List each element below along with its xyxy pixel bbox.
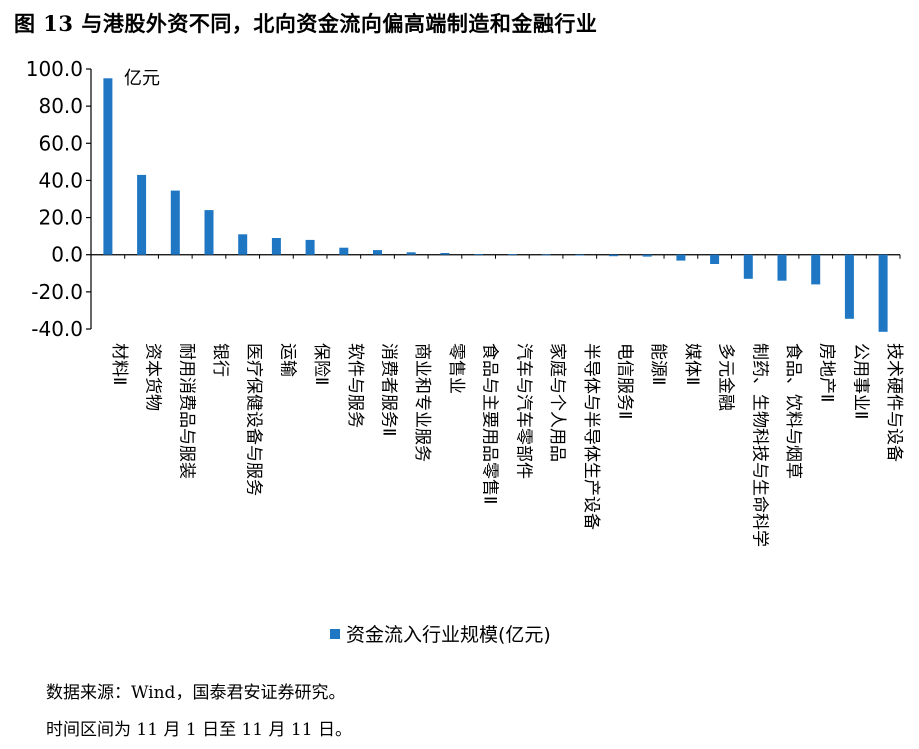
bars	[103, 78, 888, 332]
x-tick-label: 半导体与半导体生产设备	[581, 343, 601, 530]
bar	[305, 239, 315, 255]
bar	[204, 210, 214, 255]
bar	[844, 254, 854, 319]
x-tick-label: 运输	[277, 343, 297, 377]
bar	[777, 254, 787, 281]
x-tick-label: 汽车与汽车零部件	[513, 343, 533, 479]
y-tick-label: 20.0	[38, 206, 83, 230]
unit-annotation: 亿元	[124, 68, 160, 89]
x-tick-label: 银行	[210, 343, 230, 377]
x-tick-label: 材料Ⅱ	[109, 343, 129, 385]
bar	[339, 247, 349, 255]
x-tick-label: 资本货物	[143, 343, 163, 411]
x-tick-label: 制药、生物科技与生命科学	[749, 343, 769, 547]
x-axis-labels: 材料Ⅱ 资本货物 耐用消费品与服装 银行 医疗保健设备与服务 运输 保险Ⅱ 软件与服务 消费者服…	[109, 343, 904, 547]
legend-swatch	[330, 628, 340, 639]
bar	[373, 250, 382, 255]
x-tick-label: 技术硬件与设备	[884, 343, 904, 462]
bar	[440, 253, 450, 255]
bar	[710, 254, 720, 264]
bar	[170, 190, 180, 255]
x-tick-label: 媒体Ⅱ	[682, 343, 702, 385]
y-tick-label: -40.0	[31, 317, 83, 341]
y-tick-label: -20.0	[31, 280, 83, 304]
bar	[541, 254, 551, 256]
y-axis: 100.0 80.0 60.0 40.0 20.0 0.0 -20.0 -40.0	[26, 57, 901, 341]
x-tick-label: 零售业	[446, 343, 466, 394]
bar	[609, 254, 618, 257]
bar	[507, 254, 517, 256]
bar	[137, 174, 147, 255]
bar-chart: 100.0 80.0 60.0 40.0 20.0 0.0 -20.0 -40.0 材料Ⅱ 资本…	[26, 57, 904, 547]
bar	[811, 254, 821, 285]
bar	[271, 238, 281, 255]
bar	[642, 254, 652, 257]
x-tick-label: 房地产Ⅱ	[817, 343, 837, 402]
bar	[575, 254, 585, 256]
y-tick-label: 0.0	[51, 243, 83, 267]
source-note: 数据来源：Wind，国泰君安证券研究。	[46, 683, 346, 703]
y-tick-label: 40.0	[38, 168, 83, 192]
bar	[474, 254, 484, 255]
y-tick-label: 60.0	[38, 131, 83, 155]
x-tick-label: 食品与主要用品零售Ⅱ	[480, 343, 500, 504]
period-note: 时间区间为 11 月 1 日至 11 月 11 日。	[46, 720, 352, 740]
bar	[238, 234, 248, 255]
bar	[406, 252, 416, 255]
y-tick-label: 100.0	[26, 57, 83, 81]
x-tick-label: 耐用消费品与服装	[176, 343, 196, 479]
legend: 资金流入行业规模(亿元)	[330, 620, 551, 647]
x-tick-label: 家庭与个人用品	[547, 343, 567, 462]
x-tick-label: 食品、饮料与烟草	[783, 343, 803, 479]
bar	[878, 254, 888, 332]
x-tick-label: 软件与服务	[345, 343, 365, 428]
x-tick-label: 能源Ⅱ	[648, 343, 668, 385]
x-tick-label: 商业和专业服务	[412, 343, 432, 462]
x-tick-label: 电信服务Ⅱ	[615, 343, 635, 419]
x-tick-label: 公用事业Ⅱ	[850, 343, 870, 419]
x-tick-label: 多元金融	[716, 343, 736, 411]
y-tick-label: 80.0	[38, 94, 83, 118]
bar	[676, 254, 686, 261]
x-tick-label: 消费者服务Ⅱ	[379, 343, 399, 436]
x-tick-label: 医疗保健设备与服务	[244, 343, 264, 496]
x-tick-label: 保险Ⅱ	[311, 343, 331, 385]
bar	[743, 254, 753, 279]
bar	[103, 78, 113, 255]
figure-title: 图 13 与港股外资不同，北向资金流向偏高端制造和金融行业	[14, 11, 598, 36]
legend-label: 资金流入行业规模(亿元)	[346, 624, 551, 646]
